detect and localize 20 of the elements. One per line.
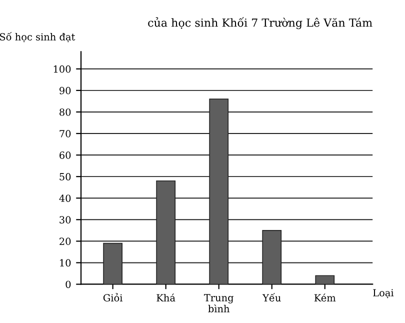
y-tick-label: 40	[59, 194, 71, 202]
y-tick-label: 90	[60, 86, 71, 94]
x-tick-label: Kém	[314, 294, 336, 302]
x-tick-label: Trung bình	[204, 294, 234, 312]
x-tick-label: Khá	[156, 294, 176, 302]
y-tick-label: 70	[60, 130, 71, 138]
y-tick-label: 100	[54, 65, 71, 73]
chart-title: của học sinh Khối 7 Trường Lê Văn Tám	[148, 17, 372, 30]
y-tick-label: 60	[60, 152, 71, 159]
y-tick-label: 30	[60, 216, 71, 224]
y-axis-title: Số học sinh đạt	[0, 32, 76, 42]
y-tick-label: 50	[60, 173, 71, 180]
y-tick-label: 10	[60, 259, 71, 267]
y-tick-label: 80	[60, 108, 71, 116]
x-tick-label: Yếu	[262, 293, 281, 302]
y-tick-label: 20	[60, 238, 71, 246]
y-tick-label: 0	[66, 280, 71, 288]
bar	[315, 275, 335, 284]
x-axis-title: Loại	[373, 289, 394, 298]
x-tick-label: Giỏi	[103, 293, 123, 302]
